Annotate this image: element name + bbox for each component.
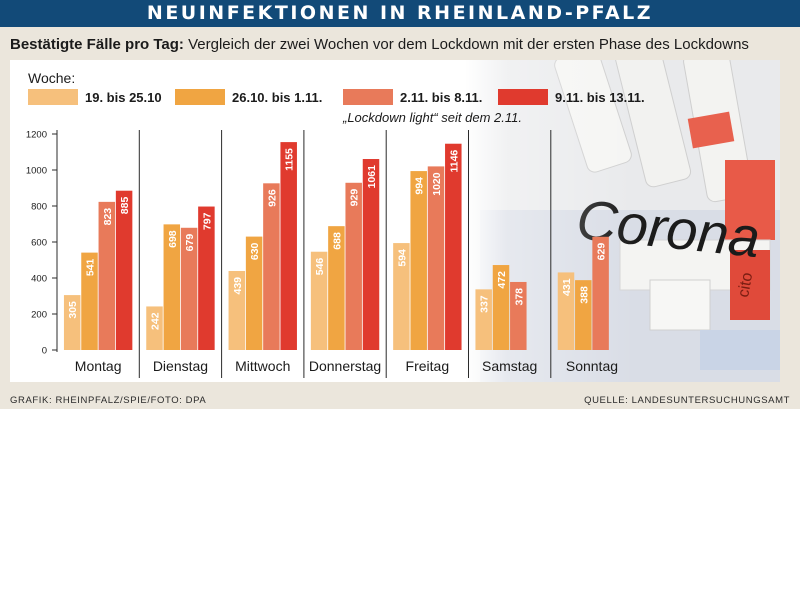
legend: Woche: 19. bis 25.10 26.10. bis 1.11. 2.11…: [28, 70, 645, 105]
bar-series: 305 541 823 885 242 698 679 797 439 630 926 1155 546…: [63, 142, 609, 350]
bar: [81, 252, 98, 350]
x-tick-label: Donnerstag: [309, 358, 381, 374]
y-tick-label: 0: [42, 346, 47, 357]
legend-title: Woche:: [28, 70, 75, 86]
bar-value-label: 439: [232, 277, 244, 295]
day-dividers: [138, 130, 552, 378]
y-tick-label: 1000: [26, 166, 47, 177]
bar-value-label: 885: [119, 197, 131, 215]
bar-value-label: 688: [331, 232, 343, 250]
bar-value-label: 546: [314, 258, 326, 276]
y-tick-label: 800: [31, 202, 47, 213]
x-tick-label: Dienstag: [153, 358, 208, 374]
bar-value-label: 337: [479, 295, 491, 313]
bar-value-label: 541: [85, 258, 97, 276]
y-tick-label: 400: [31, 274, 47, 285]
legend-swatch: [28, 89, 78, 105]
bar-value-label: 797: [201, 212, 213, 230]
bar: [280, 142, 297, 350]
bar-value-label: 679: [184, 234, 196, 252]
tube-cap: [700, 330, 780, 370]
bar: [198, 206, 215, 350]
bar-chart: Corona cito Woche: 19. bis 25.10 26.10. b…: [26, 60, 780, 382]
tube-label: [725, 160, 775, 240]
legend-swatch: [175, 89, 225, 105]
bar-value-label: 823: [102, 208, 114, 226]
bar-value-label: 1020: [431, 172, 443, 196]
x-tick-label: Freitag: [406, 358, 450, 374]
bar: [245, 236, 263, 350]
bar: [98, 201, 116, 350]
tube-label: [730, 250, 770, 320]
bar: [310, 251, 328, 350]
subtitle-bold: Bestätigte Fälle pro Tag:: [10, 36, 184, 53]
bar-value-label: 594: [396, 249, 408, 267]
y-tick-label: 1200: [26, 130, 47, 141]
y-tick-label: 200: [31, 310, 47, 321]
bar-value-label: 242: [150, 312, 162, 330]
bar-value-label: 929: [349, 189, 361, 207]
chart-panel: Corona cito Woche: 19. bis 25.10 26.10. b…: [10, 60, 780, 382]
bar-value-label: 630: [249, 242, 261, 260]
lockdown-annotation: „Lockdown light“ seit dem 2.11.: [342, 110, 522, 125]
legend-label: 26.10. bis 1.11.: [232, 90, 322, 105]
bar: [592, 236, 609, 350]
bar-value-label: 305: [67, 301, 79, 319]
x-axis: Montag Dienstag Mittwoch Donnerstag Freitag S…: [75, 358, 618, 374]
bar: [510, 281, 527, 350]
bar: [63, 295, 81, 350]
bar-value-label: 698: [167, 230, 179, 248]
bar-value-label: 1061: [366, 165, 378, 189]
bar-value-label: 378: [513, 288, 525, 306]
legend-swatch: [498, 89, 548, 105]
legend-label: 9.11. bis 13.11.: [555, 90, 645, 105]
graphic-credit: GRAFIK: RHEINPFALZ/SPIE/FOTO: DPA: [10, 395, 207, 406]
bar: [575, 280, 592, 350]
bar: [163, 224, 181, 350]
bar-value-label: 994: [414, 177, 426, 195]
bar-value-label: 472: [496, 271, 508, 289]
bar: [328, 226, 345, 350]
bar: [557, 272, 575, 350]
bar: [410, 171, 427, 350]
legend-swatch: [343, 89, 393, 105]
subtitle-text: Vergleich der zwei Wochen vor dem Lockdo…: [183, 36, 749, 53]
data-source: QUELLE: LANDESUNTERSUCHUNGSAMT: [584, 395, 790, 406]
infographic-card: NEUINFEKTIONEN IN RHEINLAND-PFALZ Bestät…: [0, 0, 800, 409]
x-tick-label: Sonntag: [566, 358, 618, 374]
bar: [427, 166, 445, 350]
chart-subtitle: Bestätigte Fälle pro Tag: Vergleich der …: [10, 36, 749, 53]
y-tick-label: 600: [31, 238, 47, 249]
bar: [362, 159, 380, 350]
bar-value-label: 1155: [284, 148, 296, 171]
bar-value-label: 629: [596, 243, 608, 261]
tube-body: [649, 279, 711, 331]
bar: [393, 243, 410, 350]
bar-value-label: 926: [266, 189, 278, 207]
bar: [115, 190, 133, 350]
bar: [475, 289, 492, 350]
photo-label: cito: [735, 271, 756, 299]
bar: [345, 182, 362, 350]
tube-label: [687, 111, 735, 149]
x-tick-label: Samstag: [482, 358, 537, 374]
y-axis: 0 200 400 600 800 1000 1200: [26, 130, 58, 357]
bar: [228, 270, 246, 350]
legend-label: 2.11. bis 8.11.: [400, 90, 482, 105]
bar-value-label: 388: [578, 286, 590, 304]
bar: [492, 265, 510, 350]
x-tick-label: Montag: [75, 358, 122, 374]
bar: [445, 143, 462, 350]
page-title: NEUINFEKTIONEN IN RHEINLAND-PFALZ: [0, 0, 800, 27]
bar: [180, 227, 198, 350]
legend-label: 19. bis 25.10: [85, 90, 162, 105]
x-tick-label: Mittwoch: [235, 358, 290, 374]
bar: [263, 183, 280, 350]
bar-value-label: 1146: [448, 150, 460, 173]
bar: [146, 306, 163, 350]
bar-value-label: 431: [561, 278, 573, 296]
